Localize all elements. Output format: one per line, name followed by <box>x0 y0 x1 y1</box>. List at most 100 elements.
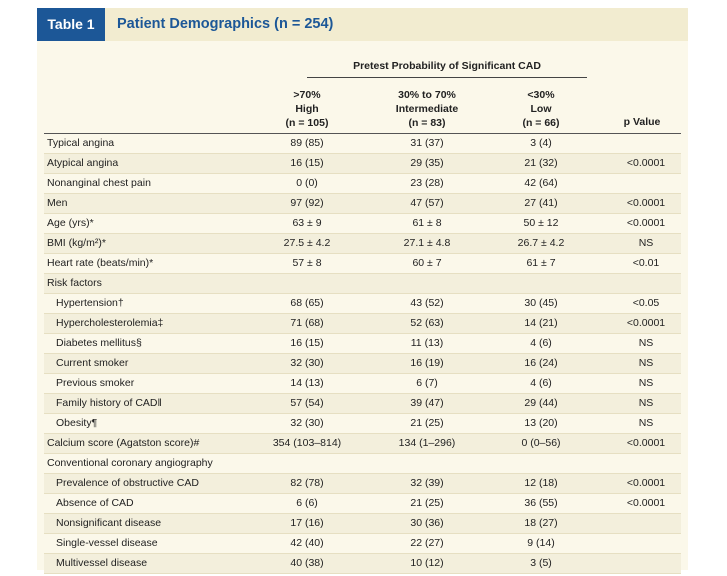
table-title: Patient Demographics (n = 254) <box>117 16 334 32</box>
table-row: Previous smoker 14 (13) 6 (7) 4 (6) NS <box>44 374 681 394</box>
cell-low: 36 (55) <box>524 497 558 509</box>
cell-high: 82 (78) <box>290 477 324 489</box>
cell-high: 68 (65) <box>290 297 324 309</box>
row-label: Nonanginal chest pain <box>47 177 151 189</box>
cell-p-value: <0.0001 <box>626 197 666 209</box>
table-row: Heart rate (beats/min)* 57 ± 8 60 ± 7 61 ± … <box>44 254 681 274</box>
row-label: Multivessel disease <box>56 557 148 569</box>
table-row: Prevalence of obstructive CAD 82 (78) 32 (… <box>44 474 681 494</box>
cell-intermediate: 47 (57) <box>410 197 444 209</box>
cell-high: 42 (40) <box>290 537 324 549</box>
column-header-line: Low <box>530 103 552 115</box>
cell-high: 40 (38) <box>290 557 324 569</box>
cell-low: 30 (45) <box>524 297 558 309</box>
cell-p-value: <0.05 <box>632 297 660 309</box>
cell-high: 6 (6) <box>296 497 318 509</box>
column-header-line: (n = 66) <box>522 117 560 129</box>
table-number-badge: Table 1 <box>37 8 105 41</box>
cell-p-value: NS <box>638 357 654 369</box>
cell-p-value: <0.0001 <box>626 437 666 449</box>
row-label: Atypical angina <box>47 157 119 169</box>
cell-intermediate: 43 (52) <box>410 297 444 309</box>
row-label: Previous smoker <box>56 377 135 389</box>
cell-intermediate: 134 (1–296) <box>398 437 456 449</box>
table-row: Typical angina 89 (85) 31 (37) 3 (4) <box>44 134 681 154</box>
cell-low: 0 (0–56) <box>521 437 561 449</box>
cell-low: 4 (6) <box>530 337 552 349</box>
table-body: Typical angina 89 (85) 31 (37) 3 (4) Atypica… <box>44 134 681 574</box>
cell-intermediate: 31 (37) <box>410 137 444 149</box>
cell-low: 29 (44) <box>524 397 558 409</box>
column-header-intermediate: 30% to 70% Intermediate (n = 83) <box>382 88 472 130</box>
cell-high: 16 (15) <box>290 157 324 169</box>
table-row: Family history of CAD‖ 57 (54) 39 (47) 29 (… <box>44 394 681 414</box>
cell-intermediate: 60 ± 7 <box>412 257 442 269</box>
cell-low: 18 (27) <box>524 517 558 529</box>
cell-intermediate: 61 ± 8 <box>412 217 442 229</box>
table-row: Nonanginal chest pain 0 (0) 23 (28) 42 (64) <box>44 174 681 194</box>
cell-p-value: NS <box>638 417 654 429</box>
table-row: Atypical angina 16 (15) 29 (35) 21 (32) <0.0… <box>44 154 681 174</box>
row-label: Risk factors <box>47 277 102 289</box>
cell-low: 4 (6) <box>530 377 552 389</box>
table-row: Conventional coronary angiography <box>44 454 681 474</box>
table-row: Nonsignificant disease 17 (16) 30 (36) 18 (… <box>44 514 681 534</box>
cell-p-value: <0.0001 <box>626 497 666 509</box>
cell-low: 9 (14) <box>527 537 555 549</box>
cell-intermediate: 32 (39) <box>410 477 444 489</box>
table-row: Age (yrs)* 63 ± 9 61 ± 8 50 ± 12 <0.0001 <box>44 214 681 234</box>
cell-intermediate: 30 (36) <box>410 517 444 529</box>
cell-low: 26.7 ± 4.2 <box>517 237 565 249</box>
row-label: Calcium score (Agatston score)# <box>47 437 200 449</box>
table-row: Men 97 (92) 47 (57) 27 (41) <0.0001 <box>44 194 681 214</box>
cell-high: 57 (54) <box>290 397 324 409</box>
cell-p-value: <0.0001 <box>626 477 666 489</box>
row-label: Single-vessel disease <box>56 537 158 549</box>
column-header-line: (n = 105) <box>285 117 329 129</box>
cell-intermediate: 21 (25) <box>410 417 444 429</box>
cell-low: 61 ± 7 <box>526 257 556 269</box>
cell-intermediate: 52 (63) <box>410 317 444 329</box>
cell-low: 13 (20) <box>524 417 558 429</box>
cell-low: 42 (64) <box>524 177 558 189</box>
cell-low: 12 (18) <box>524 477 558 489</box>
cell-high: 16 (15) <box>290 337 324 349</box>
cell-intermediate: 39 (47) <box>410 397 444 409</box>
column-header-line: Intermediate <box>395 103 459 115</box>
cell-high: 57 ± 8 <box>292 257 322 269</box>
cell-p-value: <0.0001 <box>626 317 666 329</box>
cell-high: 71 (68) <box>290 317 324 329</box>
cell-intermediate: 29 (35) <box>410 157 444 169</box>
row-label: Obesity¶ <box>56 417 98 429</box>
table-row: BMI (kg/m²)* 27.5 ± 4.2 27.1 ± 4.8 26.7 ± 4… <box>44 234 681 254</box>
table-row: Absence of CAD 6 (6) 21 (25) 36 (55) <0.0001 <box>44 494 681 514</box>
table-row: Hypertension† 68 (65) 43 (52) 30 (45) <0.05 <box>44 294 681 314</box>
cell-intermediate: 16 (19) <box>410 357 444 369</box>
table-title-bar: Table 1 Patient Demographics (n = 254) <box>37 8 688 41</box>
cell-p-value: NS <box>638 237 654 249</box>
table-row: Risk factors <box>44 274 681 294</box>
table-row: Diabetes mellitus§ 16 (15) 11 (13) 4 (6) NS <box>44 334 681 354</box>
row-label: Hypercholesterolemia‡ <box>56 317 164 329</box>
cell-low: 3 (4) <box>530 137 552 149</box>
row-label: Nonsignificant disease <box>56 517 162 529</box>
cell-low: 50 ± 12 <box>523 217 559 229</box>
row-label: BMI (kg/m²)* <box>47 237 106 249</box>
table-row: Single-vessel disease 42 (40) 22 (27) 9 (14… <box>44 534 681 554</box>
cell-p-value: <0.01 <box>632 257 660 269</box>
cell-low: 3 (5) <box>530 557 552 569</box>
cell-low: 14 (21) <box>524 317 558 329</box>
row-label: Hypertension† <box>56 297 124 309</box>
row-label: Diabetes mellitus§ <box>56 337 142 349</box>
column-header-line: <30% <box>527 89 555 101</box>
cell-high: 354 (103–814) <box>272 437 342 449</box>
cell-intermediate: 11 (13) <box>410 337 444 349</box>
group-header: Pretest Probability of Significant CAD <box>353 60 541 72</box>
cell-intermediate: 27.1 ± 4.8 <box>403 237 451 249</box>
cell-high: 27.5 ± 4.2 <box>283 237 331 249</box>
cell-p-value: NS <box>638 397 654 409</box>
row-label: Prevalence of obstructive CAD <box>56 477 199 489</box>
cell-high: 14 (13) <box>290 377 324 389</box>
row-label: Heart rate (beats/min)* <box>47 257 154 269</box>
cell-high: 32 (30) <box>290 417 324 429</box>
